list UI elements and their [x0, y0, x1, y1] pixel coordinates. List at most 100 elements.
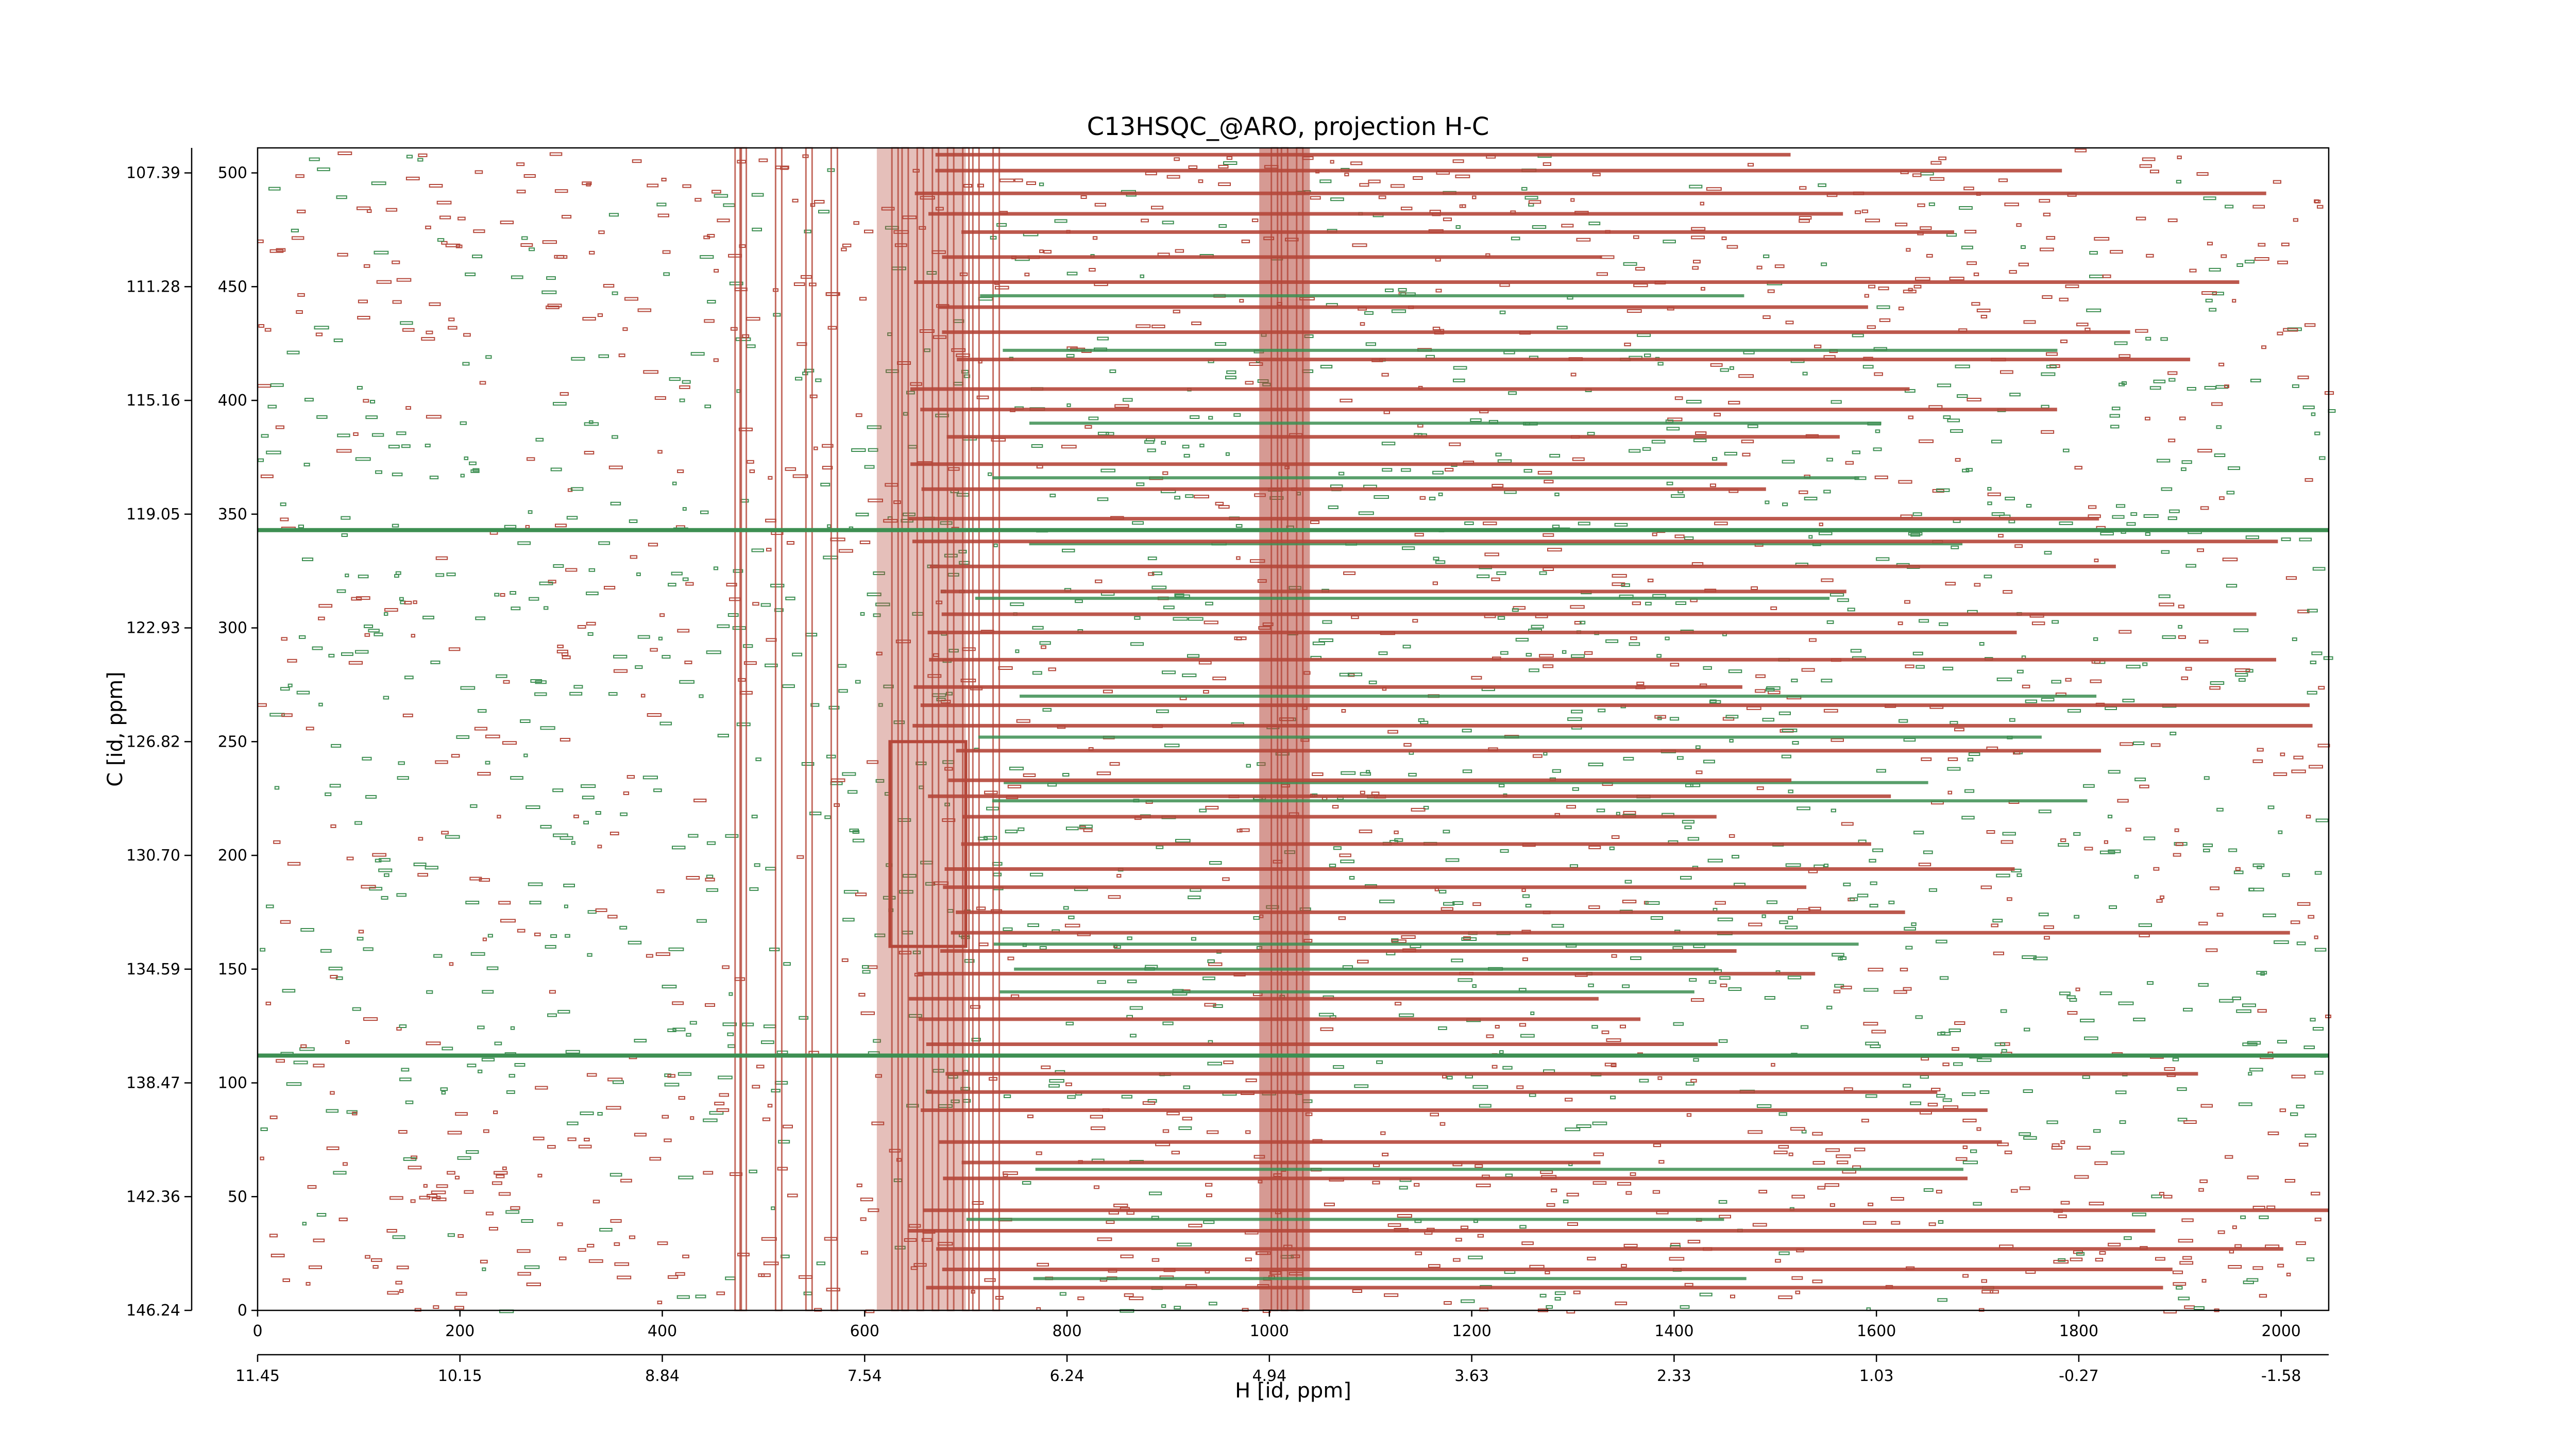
noise-contour-positive: [2039, 199, 2050, 203]
noise-contour-positive: [1570, 373, 1577, 377]
noise-contour-positive: [1900, 968, 1908, 972]
noise-contour-negative: [2023, 1136, 2037, 1140]
noise-contour-negative: [2314, 431, 2320, 435]
noise-contour-negative: [1785, 925, 1798, 930]
noise-contour-positive: [2074, 466, 2082, 470]
noise-contour-positive: [1381, 373, 1389, 377]
noise-contour-negative: [771, 1206, 775, 1210]
noise-contour-positive: [287, 862, 301, 866]
noise-contour-positive: [281, 637, 287, 641]
noise-contour-positive: [1695, 431, 1707, 435]
noise-contour-positive: [1981, 1279, 1987, 1283]
noise-contour-positive: [881, 207, 895, 211]
noise-contour-positive: [690, 1116, 694, 1120]
noise-contour-negative: [688, 834, 699, 838]
noise-contour-positive: [2003, 590, 2013, 594]
noise-contour-negative: [465, 901, 480, 904]
noise-contour-positive: [1162, 471, 1168, 475]
noise-contour-positive: [1093, 1185, 1099, 1189]
noise-contour-positive: [1208, 962, 1223, 966]
noise-contour-positive: [1108, 895, 1121, 899]
noise-contour-positive: [730, 327, 738, 331]
noise-contour-positive: [1080, 195, 1087, 199]
noise-contour-negative: [1843, 882, 1851, 886]
noise-contour-negative: [2151, 1194, 2162, 1199]
noise-contour-positive: [856, 1183, 862, 1187]
noise-contour-negative: [1032, 626, 1044, 630]
noise-contour-negative: [873, 613, 881, 617]
noise-contour-negative: [1800, 1025, 1809, 1029]
noise-contour-negative: [331, 744, 342, 748]
noise-contour-negative: [1202, 976, 1215, 981]
y-tick-label: 500: [218, 164, 247, 182]
noise-contour-positive: [977, 183, 984, 188]
noise-contour-negative: [1915, 1015, 1923, 1019]
noise-contour-negative: [1525, 904, 1532, 908]
noise-contour-negative: [2160, 337, 2168, 341]
noise-contour-positive: [555, 524, 567, 528]
noise-contour-negative: [1156, 709, 1169, 713]
noise-contour-positive: [2259, 1294, 2267, 1298]
noise-contour-positive: [855, 892, 867, 897]
noise-contour-negative: [620, 812, 628, 816]
noise-contour-positive: [920, 196, 935, 200]
noise-contour-positive: [661, 178, 667, 181]
noise-contour-positive: [2074, 1175, 2089, 1179]
noise-contour-negative: [1645, 901, 1660, 905]
noise-contour-positive: [2318, 686, 2325, 690]
noise-contour-negative: [1939, 976, 1949, 980]
noise-contour-positive: [659, 613, 665, 617]
noise-contour-positive: [492, 1181, 502, 1185]
noise-contour-positive: [2267, 1131, 2279, 1135]
noise-contour-positive: [2291, 769, 2306, 773]
noise-contour-negative: [1689, 978, 1697, 982]
noise-contour-negative: [1673, 1022, 1684, 1026]
noise-contour-negative: [656, 203, 667, 207]
noise-contour-positive: [737, 1253, 750, 1257]
h-ppm-tick-label: 3.63: [1454, 1367, 1489, 1385]
noise-contour-positive: [1791, 1194, 1805, 1199]
noise-contour-positive: [1041, 1065, 1051, 1069]
noise-contour-negative: [727, 1032, 734, 1036]
noise-contour-negative: [364, 625, 374, 628]
noise-contour-positive: [357, 206, 371, 210]
noise-contour-negative: [1987, 487, 1992, 491]
noise-contour-positive: [1790, 1127, 1805, 1131]
noise-contour-positive: [516, 162, 525, 166]
noise-contour-negative: [1399, 1186, 1408, 1190]
noise-contour-positive: [1435, 289, 1442, 293]
noise-contour-negative: [505, 1210, 520, 1214]
noise-contour-positive: [292, 236, 304, 240]
noise-contour-negative: [595, 811, 601, 815]
noise-contour-positive: [1171, 1151, 1180, 1155]
noise-contour-positive: [1936, 1190, 1942, 1194]
noise-contour-positive: [1360, 322, 1365, 326]
noise-contour-negative: [1936, 488, 1950, 492]
noise-contour-negative: [678, 1175, 693, 1180]
noise-contour-negative: [1689, 184, 1703, 189]
noise-contour-positive: [648, 543, 658, 547]
noise-contour-positive: [1521, 1241, 1534, 1245]
noise-contour-negative: [1991, 440, 2002, 444]
x-tick-label: 1400: [1654, 1322, 1693, 1340]
noise-contour-negative: [852, 838, 865, 843]
noise-contour-positive: [441, 831, 449, 835]
noise-contour-negative: [435, 573, 445, 577]
noise-contour-positive: [1570, 605, 1585, 609]
noise-contour-negative: [2233, 628, 2249, 632]
noise-contour-negative: [1382, 468, 1393, 472]
noise-contour-positive: [1452, 159, 1464, 163]
noise-contour-positive: [2252, 205, 2265, 209]
noise-contour-negative: [291, 228, 299, 232]
noise-contour-positive: [1696, 770, 1703, 774]
noise-contour-positive: [527, 457, 535, 461]
noise-contour-positive: [2060, 340, 2067, 343]
noise-contour-negative: [899, 890, 913, 894]
noise-contour-negative: [2292, 384, 2299, 388]
noise-contour-positive: [1728, 400, 1740, 405]
noise-contour-negative: [2246, 1278, 2259, 1282]
noise-contour-positive: [1928, 1222, 1936, 1226]
noise-contour-negative: [1522, 894, 1530, 898]
noise-contour-positive: [1573, 1290, 1581, 1294]
noise-contour-negative: [799, 1016, 809, 1020]
